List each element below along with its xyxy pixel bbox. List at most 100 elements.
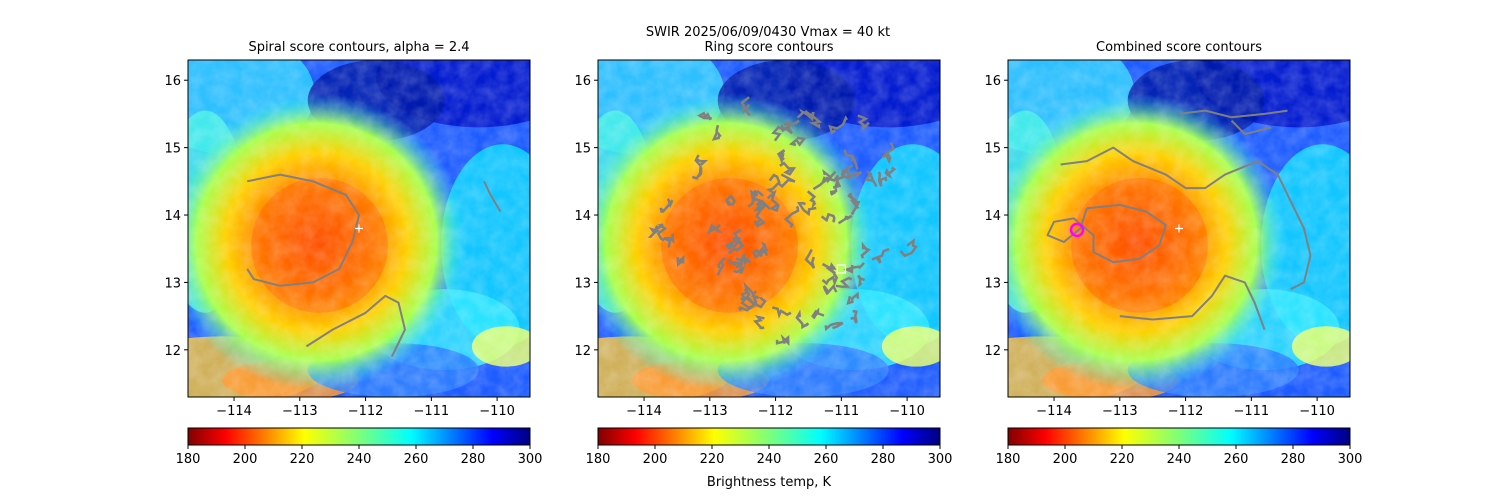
contour-line	[821, 262, 837, 275]
y-tick-label: 15	[574, 142, 591, 157]
colorbar-tick-label: 300	[928, 452, 953, 467]
contour-line	[740, 296, 758, 310]
contour-line	[877, 171, 888, 187]
colorbar-tick-label: 220	[290, 452, 315, 467]
contour-line	[777, 173, 796, 188]
contour-line	[881, 142, 896, 165]
center-marker	[1175, 224, 1183, 233]
contour-line	[766, 189, 780, 213]
contour-line	[837, 214, 853, 225]
contour-line	[796, 108, 815, 122]
contour-line	[847, 192, 857, 204]
axes-frame	[597, 59, 941, 398]
contour-line	[776, 149, 786, 166]
panel-title: Combined score contours	[1096, 40, 1262, 55]
contour-line	[727, 228, 745, 255]
x-tick-label: −114	[1036, 404, 1072, 419]
colorbar-tick-label: 240	[757, 452, 782, 467]
contour-line	[884, 166, 897, 179]
x-tick-label: −113	[282, 404, 318, 419]
contour-line	[788, 136, 807, 147]
contour-line	[1178, 109, 1288, 119]
contour-line	[1060, 146, 1312, 291]
y-tick-label: 14	[574, 209, 591, 224]
y-tick-label: 13	[574, 276, 591, 291]
best-fix-marker	[1069, 222, 1085, 238]
contour-line	[846, 291, 860, 305]
contour-line	[740, 281, 757, 300]
x-tick-label: −112	[758, 404, 794, 419]
panels: Spiral score contours, alpha = 2.4 −114 −1…	[164, 40, 1363, 467]
colorbar-tick-label: 260	[1224, 452, 1249, 467]
y-tick-label: 13	[164, 276, 181, 291]
contour-line	[780, 124, 794, 135]
colorbar-tick-label: 300	[518, 452, 543, 467]
center-marker	[355, 224, 363, 233]
colorbar-tick-label: 180	[996, 452, 1021, 467]
contour-line	[751, 294, 767, 309]
x-tick-label: −111	[413, 404, 449, 419]
colorbar-tick-label: 180	[586, 452, 611, 467]
x-tick-label: −111	[823, 404, 859, 419]
contour-line	[725, 239, 736, 250]
contour-line	[655, 223, 667, 242]
contour-line	[750, 189, 764, 203]
colorbar-tick-label: 220	[700, 452, 725, 467]
colorbar-tick-label: 240	[347, 452, 372, 467]
contour-line	[663, 233, 675, 248]
contour-line	[843, 149, 859, 170]
contour-line	[860, 241, 871, 259]
y-tick-label: 14	[164, 209, 181, 224]
y-tick-label: 16	[984, 74, 1001, 89]
satellite-image	[1008, 60, 1350, 397]
x-tick-label: −112	[1168, 404, 1204, 419]
contour-line	[844, 164, 863, 179]
center-marker	[836, 264, 846, 274]
contour-line	[829, 188, 838, 196]
colorbar-tick-label: 260	[404, 452, 429, 467]
contour-line	[824, 321, 844, 332]
contour-line	[783, 205, 800, 228]
contour-line	[691, 166, 703, 180]
contour-line	[822, 284, 838, 296]
colorbar-tick-label: 300	[1338, 452, 1363, 467]
panel-1: Spiral score contours, alpha = 2.4 −114 −1…	[164, 40, 543, 467]
suptitle: SWIR 2025/06/09/0430 Vmax = 40 kt	[646, 25, 890, 40]
colorbar-tick-label: 220	[1110, 452, 1135, 467]
contour-line	[835, 276, 853, 289]
contour-line	[753, 208, 766, 228]
contour-line	[739, 252, 752, 266]
contour-line	[864, 170, 878, 188]
contour-line	[694, 154, 709, 167]
colorbar	[187, 427, 531, 446]
y-tick-label: 13	[984, 276, 1001, 291]
contour-line	[832, 175, 846, 189]
x-tick-label: −114	[216, 404, 252, 419]
colorbar	[597, 427, 941, 446]
x-tick-label: −112	[348, 404, 384, 419]
x-tick-label: −114	[626, 404, 662, 419]
contour-line	[850, 309, 858, 324]
contour-line	[771, 306, 792, 319]
contour-line	[796, 201, 817, 217]
contour-line	[711, 124, 722, 141]
y-tick-label: 12	[984, 344, 1001, 359]
contour-line	[706, 223, 723, 235]
contour-line	[305, 294, 406, 358]
contour-line	[676, 254, 685, 268]
contour-line	[775, 333, 790, 346]
x-tick-label: −113	[1102, 404, 1138, 419]
contour-line	[795, 309, 810, 330]
y-tick-label: 15	[984, 142, 1001, 157]
x-tick-label: −113	[692, 404, 728, 419]
contour-line	[857, 274, 866, 288]
contour-line	[804, 248, 816, 269]
panel-3: Combined score contours −114 −113 −112 −111 −…	[984, 40, 1363, 467]
contour-line	[753, 315, 765, 330]
satellite-image	[598, 60, 940, 397]
colorbar-tick-label: 180	[176, 452, 201, 467]
contour-line	[804, 110, 823, 129]
contour-line	[857, 114, 870, 131]
colorbar-tick-label: 260	[814, 452, 839, 467]
x-tick-label: −110	[889, 404, 925, 419]
